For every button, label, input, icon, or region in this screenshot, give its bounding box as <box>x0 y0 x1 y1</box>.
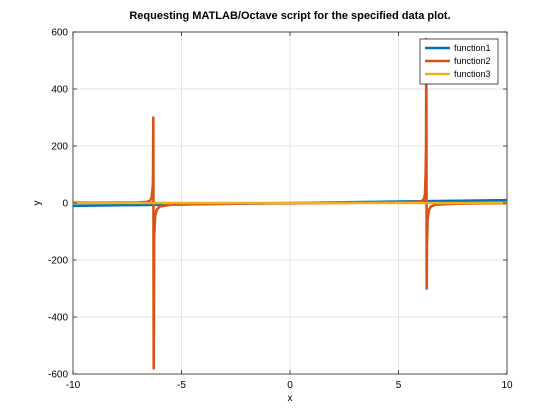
legend-label-function1: function1 <box>454 43 491 53</box>
y-tick-label-2: -200 <box>48 256 68 267</box>
y-tick-label-0: -600 <box>48 370 68 381</box>
legend: function1 function2 function3 <box>419 38 499 85</box>
series-layer <box>73 37 507 370</box>
chart-title: Requesting MATLAB/Octave script for the … <box>129 10 450 22</box>
x-tick-label-2: 0 <box>287 380 293 391</box>
y-tick-label-3: 0 <box>62 199 68 210</box>
y-axis-label: y <box>32 201 43 206</box>
y-tick-label-4: 200 <box>51 142 68 153</box>
y-tick-label-6: 600 <box>51 28 68 39</box>
legend-label-function2: function2 <box>454 56 491 66</box>
x-axis-label: x <box>288 393 293 404</box>
ticks: -10 -5 0 5 10 -600 -400 -200 0 200 400 600 <box>48 28 513 392</box>
x-tick-label-1: -5 <box>177 380 186 391</box>
legend-label-function3: function3 <box>454 69 491 79</box>
x-tick-label-4: 10 <box>501 380 513 391</box>
x-tick-label-0: -10 <box>66 380 81 391</box>
x-tick-label-3: 5 <box>396 380 402 391</box>
y-tick-label-1: -400 <box>48 313 68 324</box>
y-tick-label-5: 400 <box>51 85 68 96</box>
